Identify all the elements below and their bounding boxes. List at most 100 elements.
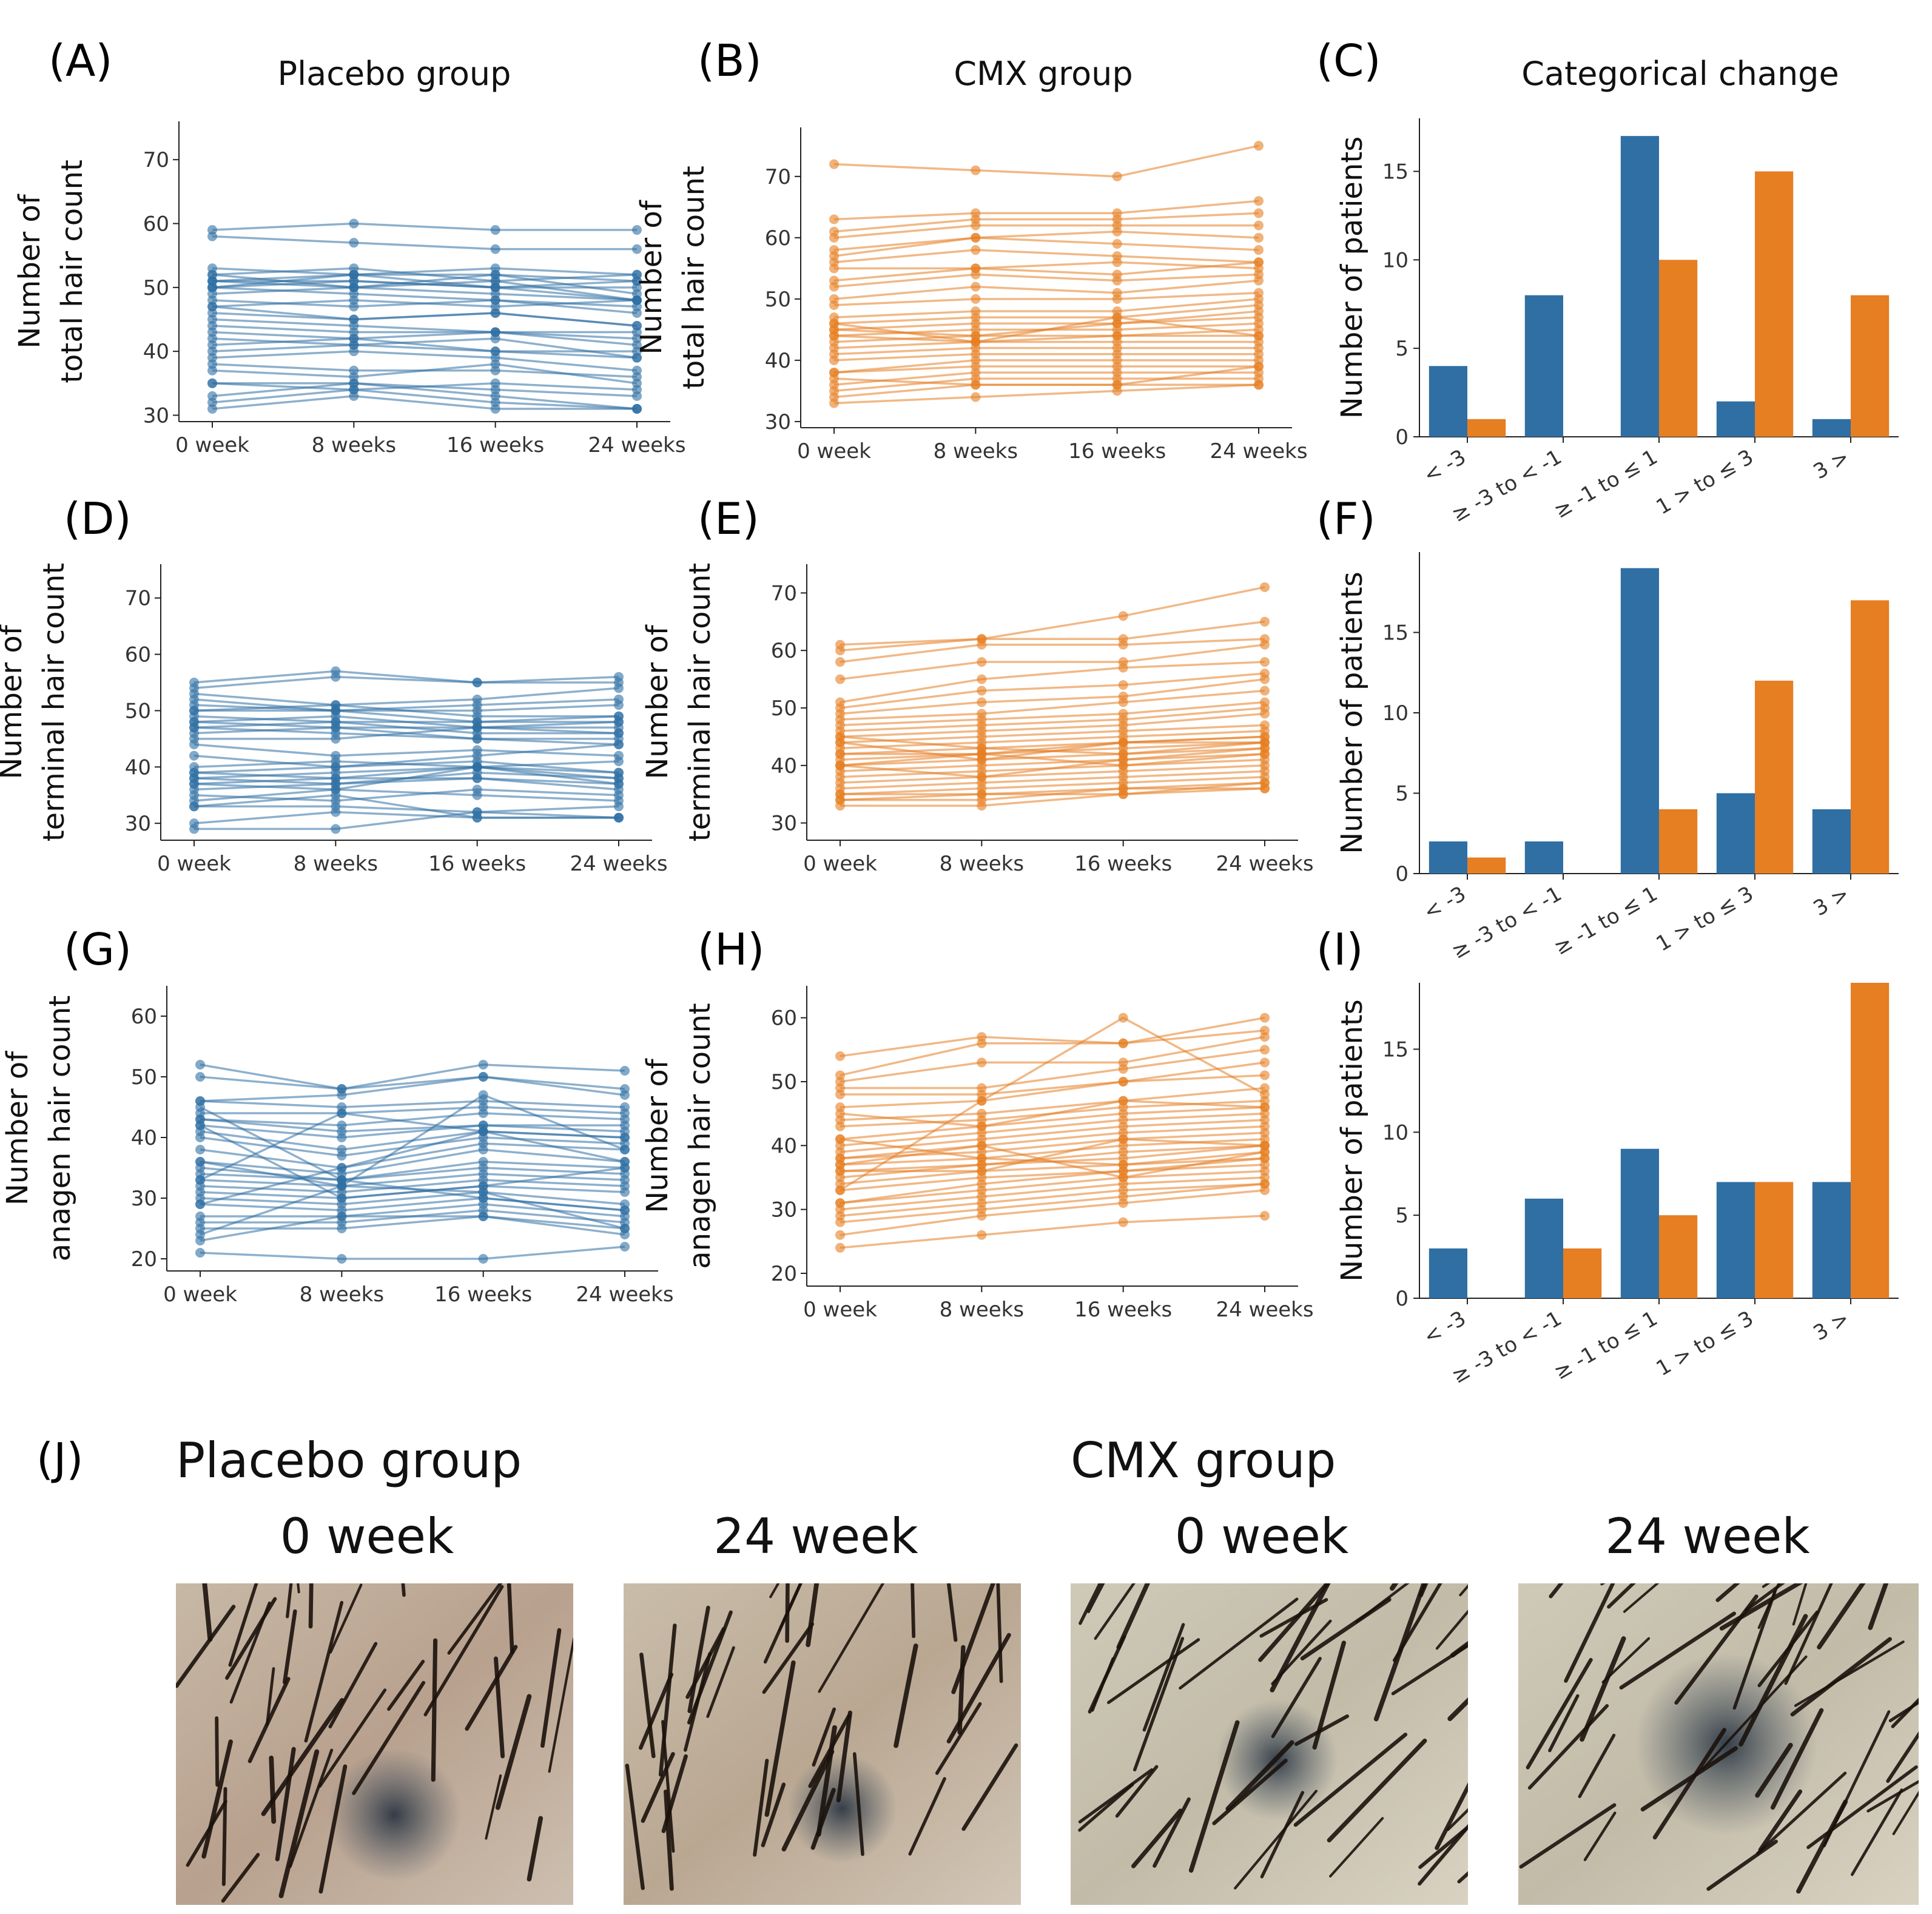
x-tick-label: < -3 [1419, 445, 1470, 488]
series-line-subject-16 [200, 1179, 625, 1193]
photo-hair-strand [1115, 1765, 1159, 1818]
photo-hair-strand [1447, 1697, 1468, 1722]
series-line-subject-23 [194, 805, 619, 814]
data-point [829, 214, 839, 224]
data-point [977, 1230, 987, 1240]
data-point [614, 801, 624, 812]
photo-hair-strand [548, 1637, 573, 1773]
photo-hair-strand [1329, 1817, 1384, 1878]
chart-c-categorical-total: 0 5 10 15 < -3≥ -3 to < -1≥ -1 to ≤ 11 > to … [1335, 118, 1899, 527]
x-tick-label: ≥ -1 to ≤ 1 [1550, 445, 1661, 524]
photo-hair-strand [946, 1583, 958, 1642]
photo-hair-strand [1079, 1583, 1102, 1625]
photo-hair-strand [289, 1748, 334, 1868]
data-point [977, 801, 987, 811]
photo-hair-strand [266, 1667, 275, 1726]
series-line-subject-2 [840, 1029, 1265, 1077]
data-point [835, 732, 845, 742]
series-line-subject-14 [833, 304, 1259, 325]
data-point [971, 294, 981, 304]
series-line-subject-8 [834, 261, 1259, 270]
series-line-subject-10 [833, 273, 1259, 288]
x-tick-label: < -3 [1419, 881, 1470, 925]
photo-content [1518, 1583, 1919, 1905]
data-point [620, 1066, 630, 1076]
data-point [490, 225, 500, 235]
photo-hair-strand [1607, 1583, 1636, 1609]
data-point [835, 674, 845, 684]
photo-hair-strand [852, 1752, 864, 1856]
y-tick-label: 70 [125, 587, 151, 611]
data-point [490, 308, 500, 318]
bar-cmx-5 [1851, 600, 1890, 874]
photo-hair-strand [352, 1680, 426, 1795]
bar-placebo-2 [1524, 1198, 1563, 1298]
series-line-subject-15 [840, 741, 1265, 761]
photo-hair-strand [935, 1702, 982, 1775]
photo-label-cmx-0: 0 week [1175, 1508, 1349, 1565]
y-tick-label: 50 [771, 1070, 797, 1094]
series-line-subject-20 [840, 1170, 1265, 1204]
data-point [331, 672, 341, 682]
data-point [478, 1211, 488, 1221]
data-point [478, 1254, 488, 1264]
data-point [1254, 141, 1264, 151]
photo-hair-strand [1888, 1700, 1919, 1722]
series-line-subject-11 [833, 279, 1259, 300]
bar-placebo-1 [1429, 366, 1467, 437]
data-point [632, 321, 642, 331]
y-tick-label: 5 [1395, 337, 1409, 361]
x-tick-label: 16 weeks [1074, 852, 1172, 876]
photo-hair-strand [286, 1583, 293, 1619]
photo-hair-strand [996, 1583, 1003, 1683]
y-tick-label: 50 [131, 1065, 157, 1090]
series-line-subject-30 [840, 1138, 1265, 1173]
data-point [1260, 1032, 1270, 1042]
data-point [349, 295, 359, 305]
photo-hair-strand [1300, 1597, 1392, 1660]
bar-placebo-1 [1429, 1248, 1467, 1298]
data-point [1112, 238, 1122, 249]
data-point [835, 657, 845, 667]
data-point [1260, 1045, 1270, 1055]
data-point [195, 1145, 205, 1154]
series-line-subject-1 [194, 670, 619, 684]
photo-hair-strand [423, 1585, 504, 1717]
data-point [337, 1090, 347, 1100]
data-point [1260, 657, 1270, 667]
series-line-subject-21 [840, 1176, 1265, 1211]
photo-hair-strand [1564, 1583, 1615, 1683]
y-tick-label: 70 [143, 148, 169, 172]
data-point [829, 263, 839, 274]
photo-hair-strand [1078, 1783, 1134, 1832]
data-point [971, 380, 981, 390]
photo-hair-strand [1770, 1708, 1824, 1810]
data-point [478, 1127, 488, 1136]
panel-label-c: (C) [1316, 35, 1381, 86]
data-point [207, 334, 217, 344]
photo-hair-strand [1153, 1797, 1191, 1868]
photo-hair-strand [1583, 1811, 1617, 1861]
y-tick-label: 15 [1382, 1037, 1409, 1062]
scalp-photo-cmx-24-week [1518, 1583, 1919, 1905]
data-point [1260, 1185, 1270, 1196]
series-line-subject-24 [200, 1245, 625, 1260]
y-tick-label: 0 [1395, 425, 1409, 450]
series-line-subject-9 [833, 261, 1259, 282]
photo-hair-strand [1271, 1657, 1322, 1739]
series-line-subject-25 [212, 337, 638, 359]
series-line-subject-15 [194, 760, 619, 774]
data-point [478, 1090, 488, 1100]
data-point [620, 1090, 630, 1100]
y-tick-label: 10 [1382, 248, 1409, 272]
series-line-subject-22 [194, 788, 619, 802]
photo-hair-strand [1886, 1731, 1919, 1783]
y-tick-label: 60 [771, 639, 797, 663]
data-point [1118, 1038, 1128, 1048]
data-point [331, 790, 341, 800]
y-tick-label: 70 [765, 165, 791, 189]
y-tick-label: 20 [131, 1247, 157, 1272]
x-tick-label: 16 weeks [434, 1282, 532, 1307]
y-tick-label: 5 [1395, 1204, 1409, 1228]
photo-hair-strand [1131, 1808, 1183, 1869]
